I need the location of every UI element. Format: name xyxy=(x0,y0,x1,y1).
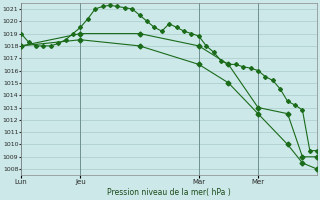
X-axis label: Pression niveau de la mer( hPa ): Pression niveau de la mer( hPa ) xyxy=(107,188,231,197)
